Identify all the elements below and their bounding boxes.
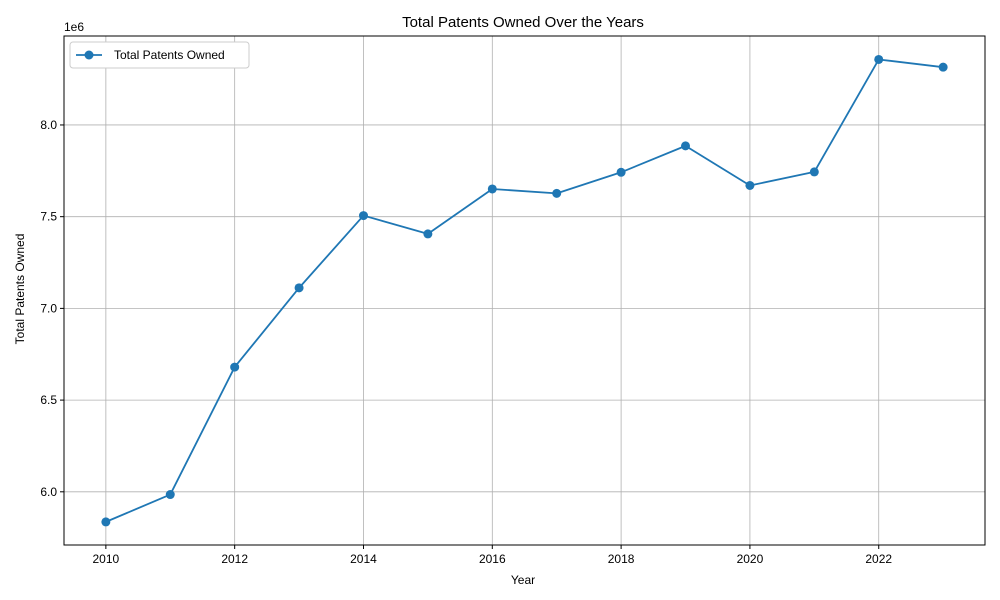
data-point: [617, 168, 626, 177]
data-point: [166, 490, 175, 499]
plot-frame: [64, 36, 985, 545]
y-tick-label: 8.0: [40, 118, 57, 132]
y-tick-label: 7.0: [40, 301, 57, 315]
x-axis-ticks: 2010 2012 2014 2016 2018 2020 2022: [93, 545, 893, 566]
y-axis-label: Total Patents Owned: [13, 234, 27, 345]
y-axis-offset-label: 1e6: [64, 20, 84, 34]
series-line: [106, 59, 943, 521]
legend-label: Total Patents Owned: [114, 48, 225, 62]
data-point: [745, 181, 754, 190]
x-tick-label: 2016: [479, 552, 506, 566]
data-point: [488, 184, 497, 193]
x-tick-label: 2014: [350, 552, 377, 566]
x-tick-label: 2010: [93, 552, 120, 566]
x-tick-label: 2022: [865, 552, 892, 566]
y-tick-label: 6.5: [40, 393, 57, 407]
data-point: [101, 517, 110, 526]
y-tick-label: 6.0: [40, 485, 57, 499]
data-point: [939, 63, 948, 72]
data-point: [810, 167, 819, 176]
x-axis-label: Year: [511, 573, 535, 587]
data-point: [552, 189, 561, 198]
data-point: [295, 283, 304, 292]
data-point: [359, 211, 368, 220]
x-tick-label: 2012: [221, 552, 248, 566]
x-tick-label: 2018: [608, 552, 635, 566]
y-tick-label: 7.5: [40, 210, 57, 224]
series-layer: [101, 55, 947, 526]
data-point: [874, 55, 883, 64]
y-axis-ticks: 6.0 6.5 7.0 7.5 8.0: [40, 118, 64, 499]
data-point: [423, 229, 432, 238]
grid-lines: [64, 36, 985, 545]
data-point: [230, 363, 239, 372]
x-tick-label: 2020: [737, 552, 764, 566]
legend: Total Patents Owned: [70, 42, 249, 68]
data-point: [681, 141, 690, 150]
legend-marker-swatch: [85, 51, 94, 60]
chart-title: Total Patents Owned Over the Years: [402, 14, 644, 31]
